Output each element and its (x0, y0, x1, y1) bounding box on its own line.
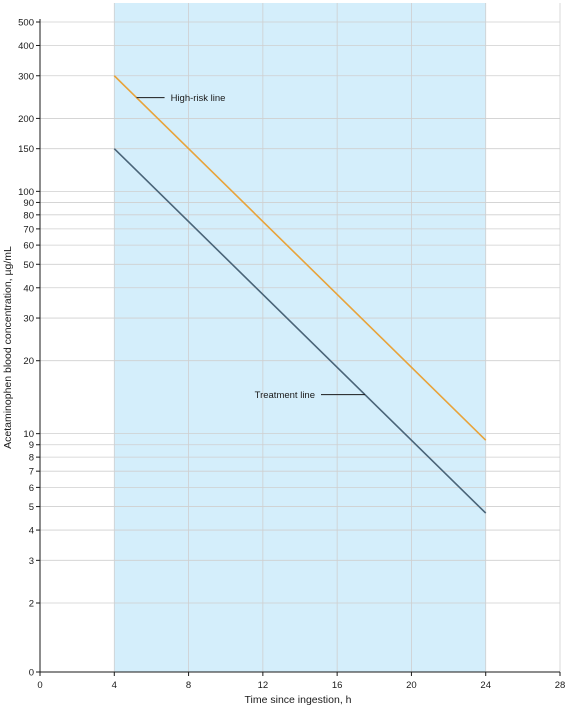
y-tick-label: 50 (23, 260, 34, 271)
x-tick-label: 4 (112, 680, 117, 691)
high-risk-line (113, 75, 487, 441)
y-tick-label: 7 (29, 467, 34, 478)
grid-lines (40, 3, 561, 672)
y-tick-label: 70 (23, 224, 34, 235)
y-tick-label: 150 (18, 144, 34, 155)
x-tick-label: 8 (186, 680, 191, 691)
y-tick-label: 80 (23, 210, 34, 221)
y-tick-label: 40 (23, 283, 34, 294)
y-tick-label: 60 (23, 241, 34, 252)
x-tick-label: 28 (555, 680, 566, 691)
y-tick-label: 300 (18, 71, 34, 82)
y-tick-label: 10 (23, 429, 34, 440)
y-tick-label: 30 (23, 314, 34, 325)
y-tick-label: 5 (29, 502, 34, 513)
x-tick-label: 0 (37, 680, 42, 691)
high-risk-line-label: High-risk line (171, 93, 226, 104)
y-tick-label: 90 (23, 198, 34, 209)
treatment-line-label: Treatment line (255, 390, 315, 401)
x-axis-title: Time since ingestion, h (245, 694, 352, 706)
x-tick-label: 12 (258, 680, 269, 691)
y-tick-label: 20 (23, 356, 34, 367)
y-tick-label: 2 (29, 599, 34, 610)
y-tick-label: 500 (18, 18, 34, 29)
y-tick-label: 4 (29, 526, 34, 537)
y-tick-label: 8 (29, 453, 34, 464)
y-tick-label: 0 (29, 668, 34, 679)
x-tick-label: 16 (332, 680, 343, 691)
y-tick-label: 9 (29, 440, 34, 451)
y-tick-label: 3 (29, 556, 34, 567)
axes: 5004003002001501009080706050403020109876… (18, 18, 565, 692)
treatment-line (113, 148, 487, 514)
y-tick-label: 400 (18, 41, 34, 52)
y-axis-title: Acetaminophen blood concentration, µg/mL (2, 246, 14, 449)
x-tick-label: 20 (406, 680, 417, 691)
annotations: High-risk line Treatment line (136, 93, 365, 401)
y-tick-label: 6 (29, 483, 34, 494)
series-lines (113, 75, 487, 514)
y-tick-label: 100 (18, 187, 34, 198)
x-tick-label: 24 (480, 680, 491, 691)
y-tick-label: 200 (18, 114, 34, 125)
